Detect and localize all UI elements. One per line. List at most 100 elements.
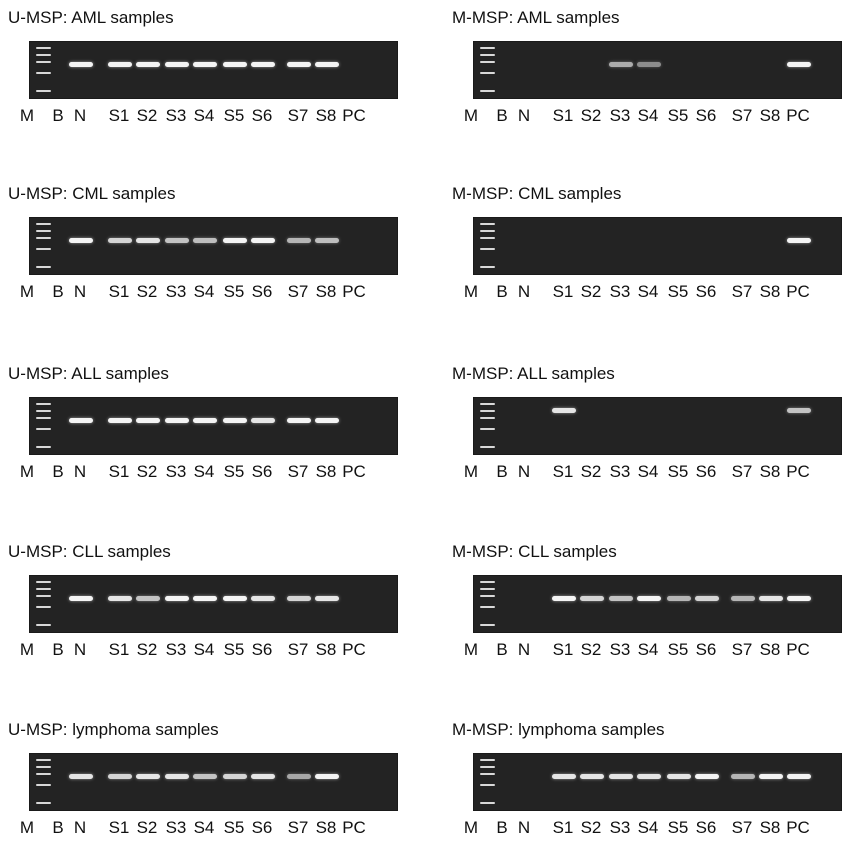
ladder-band (480, 428, 495, 430)
panel-m-msp-lymphoma: M-MSP: lymphoma samples M B N S1 S2 S3 S4 S5 S6 S7… (452, 720, 862, 860)
ladder-band (36, 624, 51, 626)
lane-label-s2: S2 (580, 462, 602, 481)
lane-label-b: B (52, 106, 64, 125)
lane-label-s2: S2 (580, 818, 602, 837)
gel-image (29, 575, 398, 633)
band-s8 (315, 596, 339, 601)
ladder-band (480, 773, 495, 775)
band-s4 (193, 774, 217, 779)
lane-label-pc: PC (342, 282, 366, 301)
gel-image (29, 753, 398, 811)
band-s2 (136, 774, 160, 779)
lane-label-pc: PC (786, 282, 810, 301)
band-s4 (637, 596, 661, 601)
lane-label-s8: S8 (315, 640, 337, 659)
lane-label-s2: S2 (136, 462, 158, 481)
band-s2 (580, 774, 604, 779)
lane-label-s8: S8 (315, 106, 337, 125)
lane-label-s7: S7 (731, 282, 753, 301)
band-s4 (637, 774, 661, 779)
lane-label-b: B (496, 462, 508, 481)
panel-title: M-MSP: CML samples (452, 184, 622, 203)
ladder-band (36, 417, 51, 419)
lane-label-s3: S3 (609, 462, 631, 481)
lane-label-s7: S7 (287, 640, 309, 659)
ladder-band (36, 428, 51, 430)
band-s8 (315, 62, 339, 67)
lane-label-s6: S6 (695, 640, 717, 659)
band-s2 (136, 238, 160, 243)
band-s8 (315, 238, 339, 243)
ladder-band (36, 90, 51, 92)
lane-label-m: M (463, 106, 479, 125)
panel-u-msp-aml: U-MSP: AML samples M B N S1 S2 S3 S4 S5 S6 S7 S8 PC (8, 8, 418, 148)
lane-label-b: B (496, 106, 508, 125)
band-s3 (165, 418, 189, 423)
lane-label-s2: S2 (136, 282, 158, 301)
lane-label-s1: S1 (552, 282, 574, 301)
panel-title: U-MSP: lymphoma samples (8, 720, 219, 739)
ladder-band (480, 417, 495, 419)
band-n (69, 596, 93, 601)
lane-label-pc: PC (342, 818, 366, 837)
ladder-band (480, 410, 495, 412)
lane-label-s1: S1 (552, 462, 574, 481)
lane-label-m: M (19, 106, 35, 125)
ladder-band (36, 266, 51, 268)
band-s8 (759, 774, 783, 779)
lane-label-s1: S1 (108, 640, 130, 659)
band-s4 (193, 238, 217, 243)
ladder-band (36, 766, 51, 768)
ladder-band (36, 581, 51, 583)
band-s6 (251, 596, 275, 601)
band-n (69, 774, 93, 779)
ladder-band (480, 581, 495, 583)
ladder-band (480, 606, 495, 608)
ladder-band (480, 446, 495, 448)
ladder-band (480, 759, 495, 761)
band-pc (787, 596, 811, 601)
lane-label-m: M (19, 640, 35, 659)
ladder-band (480, 90, 495, 92)
gel-image (29, 217, 398, 275)
lane-label-s8: S8 (759, 818, 781, 837)
band-s2 (136, 596, 160, 601)
panel-title: U-MSP: ALL samples (8, 364, 169, 383)
panel-m-msp-cll: M-MSP: CLL samples M B N S1 S2 S3 S4 S5 S6 S7 S8 PC (452, 542, 862, 682)
band-s8 (315, 418, 339, 423)
lane-label-m: M (463, 818, 479, 837)
band-pc (787, 62, 811, 67)
panel-u-msp-cll: U-MSP: CLL samples M B N S1 S2 S3 S4 S5 S6 S7 S8 PC (8, 542, 418, 682)
lane-label-m: M (19, 818, 35, 837)
ladder-band (36, 773, 51, 775)
lane-label-s4: S4 (193, 106, 215, 125)
ladder-band (36, 223, 51, 225)
lane-label-n: N (73, 106, 87, 125)
band-n (69, 238, 93, 243)
lane-label-s4: S4 (193, 282, 215, 301)
lane-label-s6: S6 (695, 462, 717, 481)
lane-label-s8: S8 (315, 818, 337, 837)
lane-label-s3: S3 (609, 818, 631, 837)
lane-label-pc: PC (786, 106, 810, 125)
panel-title: M-MSP: AML samples (452, 8, 620, 27)
lane-label-m: M (463, 462, 479, 481)
lane-label-pc: PC (342, 462, 366, 481)
lane-label-s3: S3 (609, 106, 631, 125)
band-s6 (251, 418, 275, 423)
lane-label-n: N (73, 282, 87, 301)
band-s3 (609, 774, 633, 779)
lane-label-b: B (52, 818, 64, 837)
lane-label-s7: S7 (731, 640, 753, 659)
band-s1 (108, 62, 132, 67)
band-s3 (165, 774, 189, 779)
lane-label-s4: S4 (193, 462, 215, 481)
lane-label-b: B (496, 818, 508, 837)
lane-label-s4: S4 (637, 462, 659, 481)
band-s5 (667, 774, 691, 779)
lane-label-s8: S8 (759, 106, 781, 125)
lane-label-s8: S8 (759, 462, 781, 481)
lane-label-s8: S8 (759, 282, 781, 301)
lane-label-s7: S7 (287, 462, 309, 481)
gel-image (473, 41, 842, 99)
